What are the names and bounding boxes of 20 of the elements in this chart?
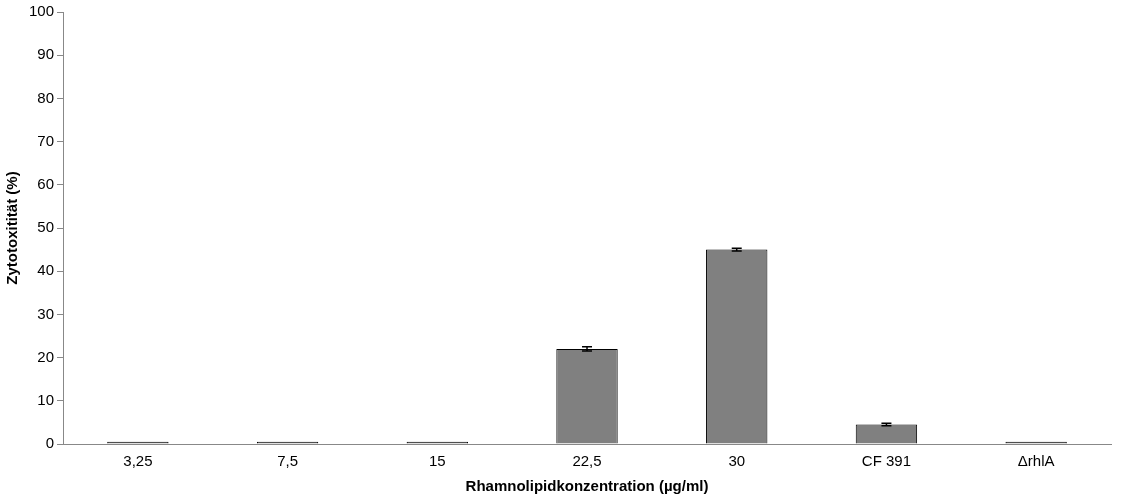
x-tick-label: 3,25 [123,452,153,470]
y-tick-label: 90 [37,45,55,63]
y-tick-label: 100 [29,2,55,20]
x-axis-title: Rhamnolipidkonzentration (µg/ml) [465,477,709,495]
y-tick-label: 0 [45,434,55,452]
y-tick-label: 30 [37,304,55,322]
x-tick-label: ΔrhlA [1017,452,1055,470]
y-tick-label: 20 [37,347,55,365]
x-tick-label: 30 [728,452,746,470]
x-tick-label: 22,5 [572,452,602,470]
y-tick-label: 70 [37,131,55,149]
x-tick-label: 15 [428,452,446,470]
y-tick-label: 60 [37,174,55,192]
y-axis-title: Zytotoxitität (%) [3,171,21,285]
y-tick-label: 10 [37,390,55,408]
x-tick-label: 7,5 [277,452,299,470]
y-tick-label: 40 [37,261,55,279]
y-tick-label: 80 [37,88,55,106]
y-tick-label: 50 [37,218,55,236]
x-tick-label: CF 391 [861,452,912,470]
